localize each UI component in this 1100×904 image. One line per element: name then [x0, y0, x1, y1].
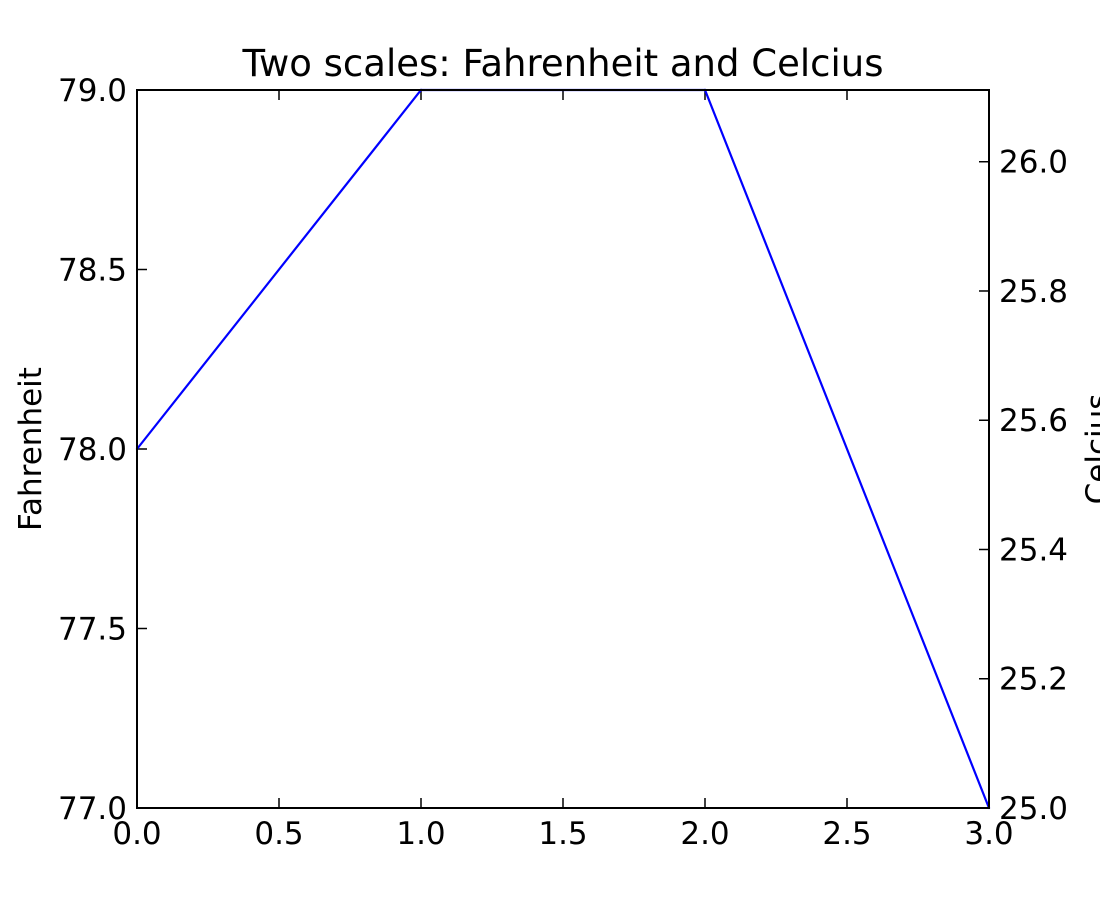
y-tick-label: 77.5 — [58, 612, 127, 648]
x-tick-label: 0.5 — [254, 816, 303, 852]
x-tick-label: 1.0 — [396, 816, 445, 852]
y-tick-label: 78.5 — [58, 253, 127, 289]
x-tick-label: 0.0 — [112, 816, 161, 852]
y-tick-label: 79.0 — [58, 73, 127, 109]
y2-tick-label: 25.8 — [999, 274, 1068, 310]
y-tick-label: 77.0 — [58, 791, 127, 827]
x-tick-label: 2.5 — [822, 816, 871, 852]
x-tick-label: 3.0 — [964, 816, 1013, 852]
y2-tick-label: 25.4 — [999, 532, 1068, 568]
y2-tick-label: 25.2 — [999, 662, 1068, 698]
plot-area — [137, 90, 989, 808]
chart-title: Two scales: Fahrenheit and Celcius — [242, 42, 884, 85]
y2-axis-label: Celcius — [1080, 394, 1100, 505]
y2-tick-label: 25.0 — [999, 791, 1068, 827]
plot-frame — [136, 89, 990, 809]
y-tick-label: 78.0 — [58, 432, 127, 468]
y2-tick-label: 26.0 — [999, 145, 1068, 181]
ticks-group: 0.0 0.5 1.0 1.5 2.0 2.5 3.0 77.0 77.5 78.0 78.5 79.… — [58, 73, 1068, 852]
y-axis-label: Fahrenheit — [13, 367, 49, 531]
x-tick-label: 2.0 — [680, 816, 729, 852]
x-tick-label: 1.5 — [538, 816, 587, 852]
y2-tick-label: 25.6 — [999, 403, 1068, 439]
